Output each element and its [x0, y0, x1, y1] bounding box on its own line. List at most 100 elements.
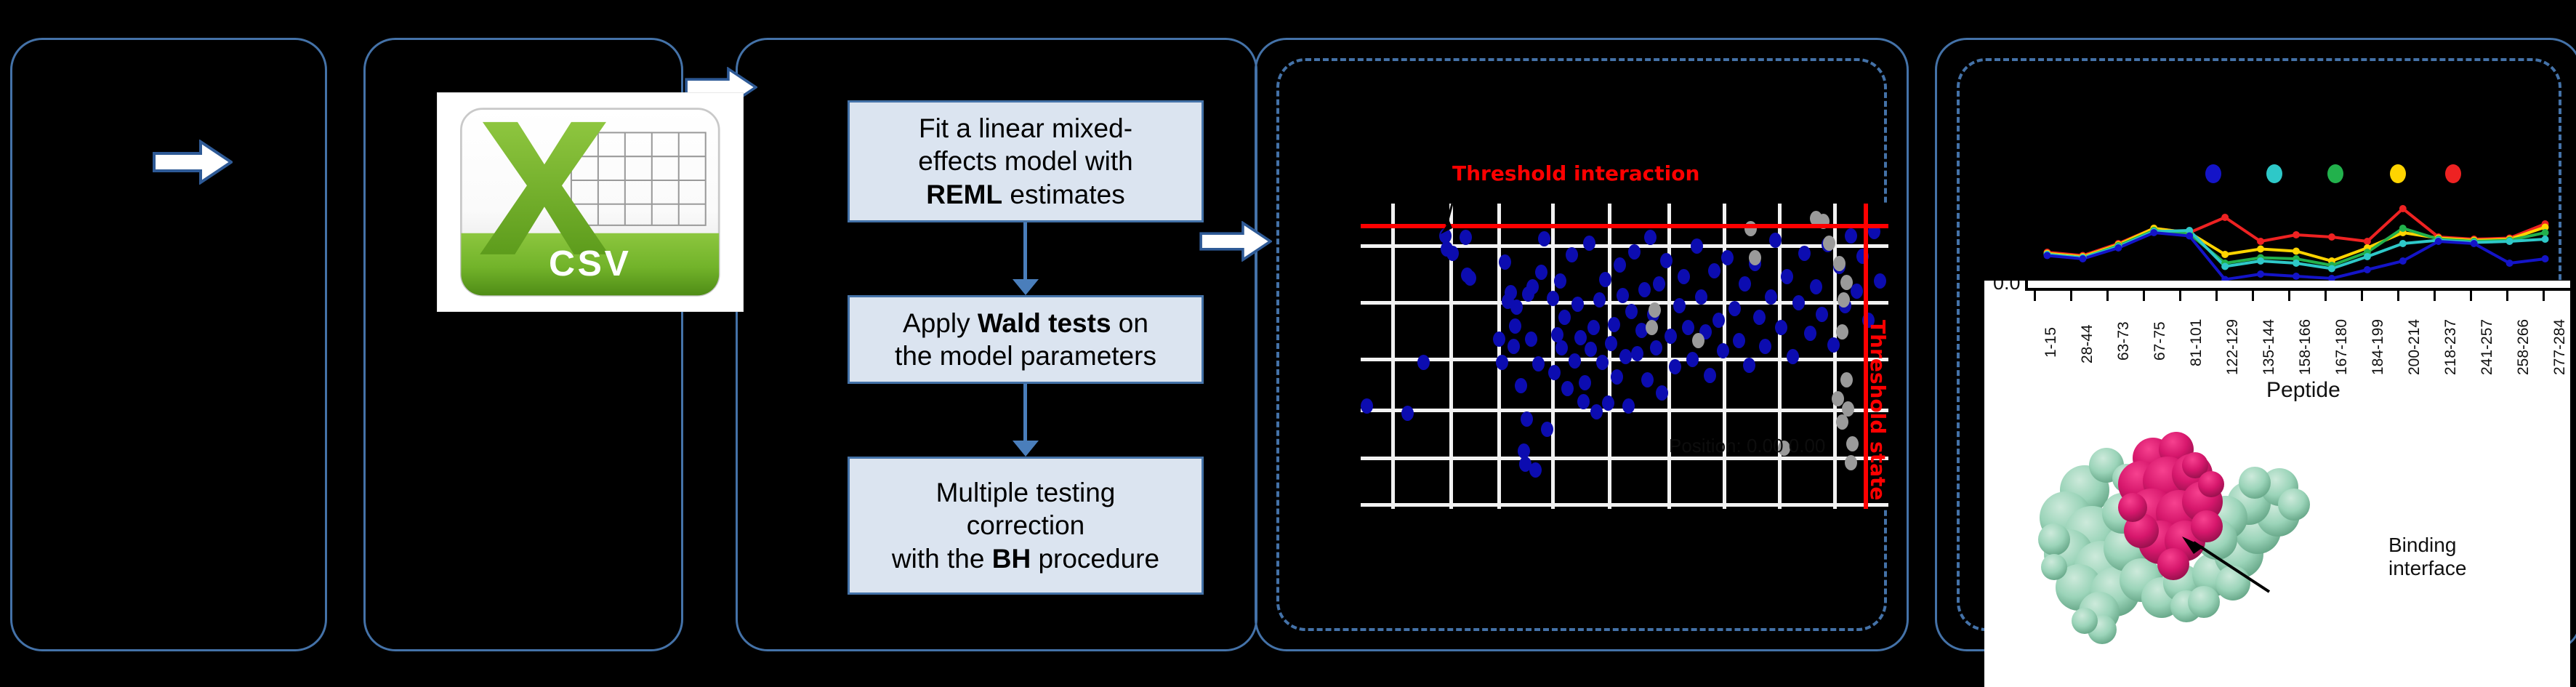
peptide-tick-label: 67-75	[2152, 321, 2168, 361]
threshold-interaction-label: Threshold interaction	[1452, 161, 1700, 185]
chart-point-series-cyan	[2541, 236, 2549, 243]
step-wald-line2: the model parameters	[895, 341, 1156, 371]
peptide-tick-label: 63-73	[2115, 321, 2132, 361]
step-box-fit-model[interactable]: Fit a linear mixed- effects model with R…	[848, 100, 1204, 222]
grid-line-h	[1361, 244, 1888, 248]
x-axis-tick	[2325, 291, 2327, 301]
step-wald-text: Apply Wald tests on the model parameters	[889, 305, 1162, 374]
chart-point-series-yellow	[2293, 247, 2300, 255]
legend-dot-green	[2327, 164, 2343, 183]
grid-line-v	[1608, 204, 1611, 509]
peptide-tick-label: 184-199	[2370, 318, 2386, 375]
chart-point-series-cyan	[2363, 253, 2371, 260]
y-axis-tick-label: 0.0	[1993, 281, 2021, 294]
x-axis-tick	[2361, 291, 2363, 301]
step-bh-line1: Multiple testing	[935, 478, 1116, 508]
chart-point-series-red	[2399, 205, 2407, 212]
chart-point-series-blue	[2434, 238, 2442, 245]
chart-point-series-yellow	[2221, 251, 2229, 258]
arrow-analysis-to-scatter	[1199, 221, 1272, 262]
step-fit-model-line2: effects model with	[918, 146, 1133, 177]
step-fit-model-estimates: estimates	[1002, 179, 1125, 209]
plot-position-readout: Position: 0.00 0.00	[1669, 435, 1826, 457]
step-wald-on: on	[1111, 308, 1148, 338]
binding-interface-line2: interface	[2388, 557, 2467, 580]
chart-point-series-cyan	[2327, 265, 2335, 273]
step-box-wald-tests[interactable]: Apply Wald tests on the model parameters	[848, 295, 1204, 384]
x-axis-title: Peptide	[2266, 378, 2340, 402]
chart-point-series-blue	[2505, 260, 2513, 267]
chart-point-series-blue	[2043, 252, 2051, 260]
binding-interface-line1: Binding	[2388, 534, 2457, 556]
scatter-panel	[1255, 38, 1909, 651]
chart-point-series-cyan	[2186, 227, 2194, 234]
x-axis-tick	[2179, 291, 2181, 301]
x-axis-tick	[2034, 291, 2036, 301]
connector-arrowhead-bh	[1013, 441, 1039, 457]
chart-point-series-blue	[2541, 255, 2549, 262]
grid-line-h	[1361, 457, 1888, 460]
peptide-tick-label: 135-144	[2261, 318, 2277, 375]
chart-point-series-cyan	[2221, 262, 2229, 270]
peptide-tick-label: 241-257	[2479, 318, 2495, 375]
step-wald-apply: Apply	[903, 308, 978, 338]
protein-figure-card: 0.0 1-15 28-44 63-73 67-75 81-101 122-12…	[1984, 281, 2570, 687]
peptide-tick-label: 218-237	[2442, 318, 2459, 375]
step-fit-model-reml: REML	[926, 179, 1003, 209]
connector-fit-to-wald	[1023, 222, 1027, 279]
y-axis-stub	[2025, 281, 2028, 289]
peptide-tick-label: 200-214	[2406, 318, 2423, 375]
peptide-tick-label: 258-266	[2515, 318, 2532, 375]
grid-line-v	[1551, 204, 1555, 509]
chart-point-series-green	[2399, 225, 2407, 232]
x-axis-tick	[2143, 291, 2145, 301]
grid-line-v	[1391, 204, 1395, 509]
legend-dot-yellow	[2390, 164, 2406, 183]
chart-point-series-green	[2541, 229, 2549, 236]
chart-point-series-red	[2257, 238, 2265, 245]
threshold-interaction-line	[1361, 224, 1888, 228]
legend-dot-red	[2445, 164, 2461, 183]
step-box-multiple-testing[interactable]: Multiple testing correction with the BH …	[848, 457, 1204, 595]
legend-dot-cyan	[2266, 164, 2282, 183]
chart-point-series-red	[2363, 238, 2371, 245]
grid-line-v	[1449, 204, 1453, 509]
chart-point-series-red	[2327, 233, 2335, 241]
threshold-state-line	[1864, 204, 1868, 509]
chart-point-series-blue	[2079, 255, 2087, 262]
chart-point-series-blue	[2327, 275, 2335, 282]
connector-wald-to-bh	[1023, 384, 1027, 441]
chart-point-series-blue	[2470, 240, 2478, 247]
peptide-tick-label: 277-284	[2551, 318, 2568, 375]
chart-point-series-red	[2293, 231, 2300, 238]
csv-file-icon[interactable]: CSV	[438, 93, 743, 311]
csv-panel	[363, 38, 683, 651]
legend-dot-blue	[2205, 164, 2221, 183]
x-axis-tick	[2252, 291, 2254, 301]
chart-point-series-blue	[2186, 232, 2194, 240]
x-axis-tick	[2397, 291, 2399, 301]
connector-arrowhead-wald	[1013, 279, 1039, 295]
csv-icon-glyph: CSV	[460, 108, 720, 297]
grid-line-v	[1667, 204, 1671, 509]
x-axis-line	[2025, 288, 2570, 291]
x-axis-tick	[2288, 291, 2290, 301]
chart-point-series-blue	[2257, 270, 2265, 278]
x-axis-tick	[2470, 291, 2472, 301]
peptide-line-chart[interactable]	[1989, 172, 2570, 286]
svg-text:CSV: CSV	[549, 244, 632, 284]
step-bh-line2: correction	[966, 510, 1085, 541]
x-axis-tick	[2106, 291, 2109, 301]
arrow-input-to-csv	[153, 140, 233, 185]
scatter-plot[interactable]: Position: 0.00 0.00	[1361, 204, 1888, 509]
grid-line-h	[1361, 503, 1888, 507]
peptide-tick-label: 81-101	[2188, 318, 2205, 366]
peptide-tick-label: 167-180	[2333, 318, 2350, 375]
chart-point-series-cyan	[2293, 260, 2300, 267]
chart-point-series-cyan	[2257, 257, 2265, 265]
input-panel	[10, 38, 327, 651]
step-bh-bold: BH	[991, 543, 1031, 574]
chart-point-series-blue	[2114, 244, 2122, 252]
threshold-leader-arrow	[1441, 204, 1454, 234]
binding-interface-annotation: Binding interface	[2388, 534, 2466, 580]
